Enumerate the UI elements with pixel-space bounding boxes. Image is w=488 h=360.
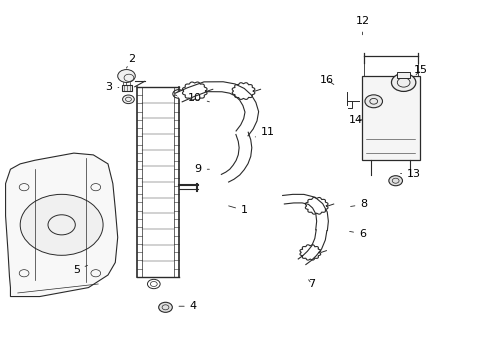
Text: 1: 1 [228, 206, 247, 216]
Circle shape [364, 95, 382, 108]
Text: 6: 6 [349, 229, 365, 239]
Bar [396, 72, 408, 78]
Circle shape [388, 176, 402, 186]
Text: 15: 15 [413, 64, 427, 75]
Text: 9: 9 [194, 164, 209, 174]
Text: 13: 13 [400, 168, 420, 179]
Text: 12: 12 [355, 17, 369, 35]
Polygon shape [175, 82, 258, 136]
Text: 2: 2 [126, 54, 135, 68]
Polygon shape [5, 153, 118, 297]
Circle shape [158, 302, 172, 312]
Text: 3: 3 [105, 82, 119, 93]
Polygon shape [298, 230, 326, 265]
Bar [122, 85, 132, 91]
Circle shape [118, 69, 135, 82]
Text: 5: 5 [73, 265, 87, 275]
Polygon shape [282, 194, 328, 230]
Text: 11: 11 [255, 127, 274, 137]
Text: 7: 7 [307, 279, 315, 289]
Text: 8: 8 [350, 199, 367, 210]
Text: 10: 10 [187, 93, 209, 103]
Circle shape [122, 95, 134, 104]
Text: 4: 4 [179, 301, 197, 311]
Polygon shape [361, 76, 419, 160]
Polygon shape [221, 132, 251, 182]
Text: 14: 14 [348, 115, 362, 125]
Circle shape [20, 194, 103, 255]
Circle shape [391, 73, 415, 91]
Text: 16: 16 [319, 75, 333, 85]
